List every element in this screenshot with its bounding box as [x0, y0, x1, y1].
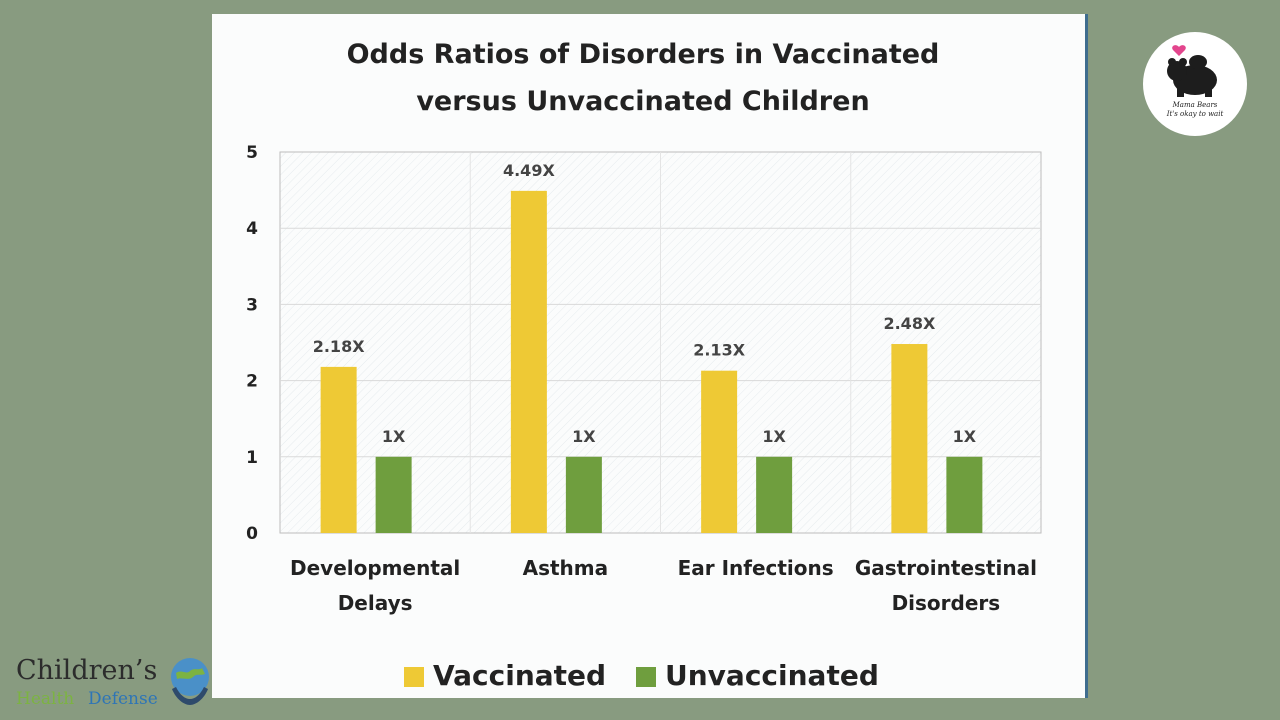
y-tick-label: 3	[246, 295, 258, 315]
x-tick-label: Disorders	[892, 591, 1001, 615]
legend-swatch-vaccinated	[404, 667, 424, 687]
y-axis: 0 1 2 3 4 5	[246, 143, 258, 544]
logo-word-health: Health	[16, 689, 75, 709]
logo-line1: Children’s	[16, 655, 158, 686]
globe-hands-icon	[171, 658, 209, 705]
data-label: 1X	[572, 427, 596, 446]
chart-title-line1: Odds Ratios of Disorders in Vaccinated	[347, 39, 940, 70]
legend-label: Vaccinated	[433, 659, 606, 692]
y-tick-label: 1	[246, 448, 258, 468]
badge-title: Mama Bears	[1172, 101, 1218, 109]
legend: Vaccinated Unvaccinated	[404, 659, 879, 692]
data-label: 1X	[762, 427, 786, 446]
bar-vaccinated	[510, 190, 547, 533]
data-label: 2.18X	[313, 337, 365, 356]
bar-unvaccinated	[946, 456, 983, 533]
data-label: 2.48X	[883, 314, 935, 333]
bar-vaccinated	[320, 366, 357, 533]
y-tick-label: 5	[246, 143, 258, 163]
logo-word-defense: Defense	[88, 689, 158, 709]
x-tick-label: Delays	[338, 591, 413, 615]
data-label: 2.13X	[693, 341, 745, 360]
y-tick-label: 0	[246, 524, 258, 544]
data-label: 4.49X	[503, 161, 555, 180]
bar-unvaccinated	[375, 456, 412, 533]
bar-chart: Odds Ratios of Disorders in Vaccinated v…	[246, 39, 1042, 692]
chart-slide: Odds Ratios of Disorders in Vaccinated v…	[212, 14, 1088, 698]
y-tick-label: 2	[246, 372, 258, 392]
bar-unvaccinated	[756, 456, 793, 533]
bar-unvaccinated	[565, 456, 602, 533]
bars	[320, 190, 983, 533]
bar-vaccinated	[891, 344, 928, 533]
data-labels: 2.18X 1X 4.49X 1X 2.13X 1X 2.48X 1X	[313, 161, 977, 446]
bar-vaccinated	[701, 370, 738, 533]
childrens-health-defense-logo: Children’s Health Defense	[16, 655, 216, 715]
legend-swatch-unvaccinated	[636, 667, 656, 687]
y-tick-label: 4	[246, 219, 258, 239]
x-axis: Developmental Delays Asthma Ear Infections G…	[290, 556, 1037, 615]
x-tick-label: Asthma	[523, 556, 609, 580]
bear-icon	[1167, 45, 1217, 97]
x-tick-label: Ear Infections	[678, 556, 834, 580]
chart-title-line2: versus Unvaccinated Children	[416, 86, 869, 117]
x-tick-label: Gastrointestinal	[855, 556, 1037, 580]
badge-tagline: It's okay to wait	[1166, 110, 1224, 118]
legend-label: Unvaccinated	[665, 659, 879, 692]
x-tick-label: Developmental	[290, 556, 460, 580]
mama-bears-logo: Mama Bears It's okay to wait	[1143, 32, 1247, 136]
data-label: 1X	[953, 427, 977, 446]
data-label: 1X	[382, 427, 406, 446]
